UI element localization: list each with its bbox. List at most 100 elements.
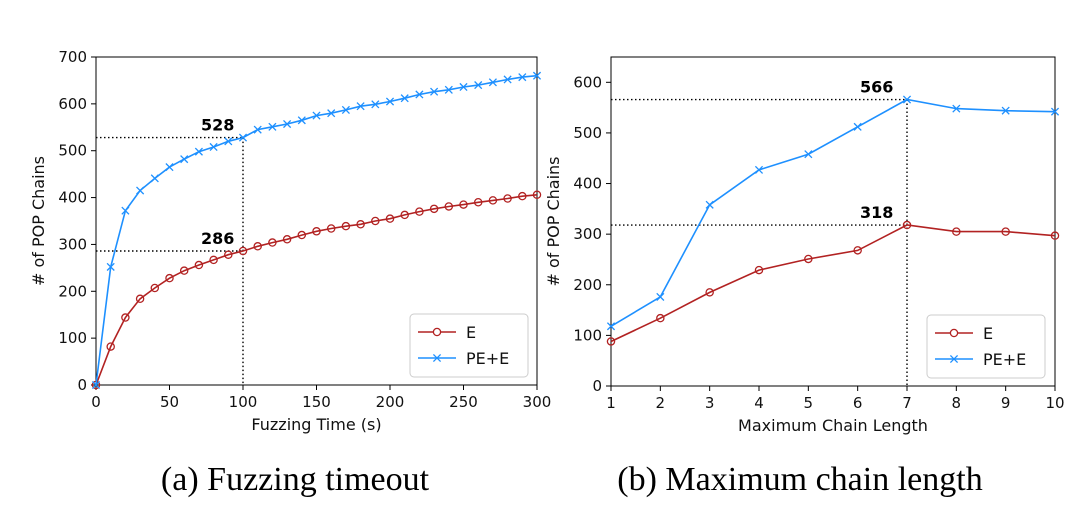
data-point (532, 71, 542, 80)
data-point-stroke (385, 97, 395, 106)
data-point (253, 125, 262, 134)
data-point-stroke (415, 90, 424, 99)
data-point-stroke (268, 122, 277, 131)
data-point (341, 105, 350, 115)
x-tick-label: 200 (376, 393, 405, 411)
x-axis-label: Fuzzing Time (s) (251, 415, 381, 434)
data-point (326, 224, 336, 233)
data-point-stroke (283, 119, 292, 129)
data-point-stroke (902, 95, 912, 104)
data-point (356, 102, 365, 111)
data-point (488, 196, 498, 205)
data-point (488, 78, 497, 87)
y-tick-label: 300 (58, 235, 87, 253)
x-tick-label: 250 (449, 393, 478, 411)
data-point (430, 87, 439, 96)
data-point-stroke (341, 105, 350, 115)
data-point-stroke (459, 82, 468, 92)
data-point (459, 200, 468, 209)
x-tick-label: 9 (1001, 394, 1011, 412)
data-point (804, 254, 813, 264)
y-tick-label: 200 (58, 282, 87, 300)
data-point (385, 214, 395, 223)
data-point (606, 337, 616, 346)
y-axis-label: # of POP Chains (544, 156, 563, 286)
legend-label: PE+E (983, 350, 1026, 369)
data-point (902, 95, 912, 104)
y-tick-label: 500 (573, 124, 602, 142)
legend-label: E (466, 323, 476, 342)
data-point (606, 322, 616, 331)
data-point (459, 82, 468, 92)
data-point (180, 155, 189, 164)
data-point (415, 207, 424, 216)
data-point (106, 342, 115, 351)
y-tick-label: 400 (573, 175, 602, 193)
y-tick-label: 600 (58, 95, 87, 113)
data-point (209, 255, 218, 265)
legend-label: E (983, 324, 993, 343)
data-point (1001, 106, 1010, 115)
data-point-stroke (804, 150, 813, 159)
y-tick-label: 100 (573, 326, 602, 344)
data-point (518, 191, 527, 201)
data-point (106, 262, 115, 271)
data-point (136, 186, 145, 195)
data-point (356, 220, 365, 229)
data-point (179, 266, 189, 275)
data-point (194, 147, 203, 156)
data-point-stroke (1050, 107, 1060, 116)
data-point (705, 200, 714, 209)
x-axis-label: Maximum Chain Length (738, 416, 928, 435)
data-point (705, 288, 714, 297)
y-tick-label: 400 (58, 189, 87, 207)
data-point-stroke (312, 111, 321, 120)
data-point (474, 81, 483, 90)
y-tick-label: 0 (592, 377, 602, 395)
data-point-stroke (371, 100, 380, 109)
x-tick-label: 50 (160, 393, 179, 411)
legend-marker (949, 354, 959, 364)
y-axis-label: # of POP Chains (29, 156, 48, 286)
data-point (268, 122, 277, 131)
data-point (532, 190, 542, 200)
subfigure-caption: (b) Maximum chain length (617, 461, 982, 498)
series-line-e (610, 224, 1056, 343)
data-point (656, 292, 665, 301)
data-point (952, 227, 961, 236)
data-point-stroke (224, 137, 233, 146)
data-point-stroke (853, 122, 862, 131)
data-point-stroke (106, 262, 115, 271)
data-point (804, 150, 813, 159)
data-point (194, 260, 204, 270)
annotation-label: 318 (860, 203, 893, 222)
data-point-stroke (400, 94, 409, 103)
data-point-stroke (297, 116, 306, 125)
legend-marker (432, 353, 442, 363)
legend-label: PE+E (466, 349, 509, 368)
data-point (238, 246, 248, 256)
y-tick-label: 500 (58, 142, 87, 160)
data-point (165, 273, 174, 283)
annotation-label: 286 (201, 229, 234, 248)
data-point-stroke (327, 109, 336, 118)
legend-marker (949, 328, 959, 338)
data-point-stroke (503, 75, 512, 84)
x-tick-label: 3 (705, 394, 715, 412)
data-point-stroke (180, 155, 189, 164)
data-point (371, 216, 380, 226)
data-point (1001, 227, 1010, 236)
data-point (121, 206, 130, 215)
y-tick-label: 700 (58, 48, 87, 66)
data-point-stroke (474, 81, 483, 90)
data-point (902, 220, 912, 230)
data-point (135, 294, 145, 304)
data-point (150, 283, 160, 293)
x-tick-label: 10 (1045, 394, 1064, 412)
data-point (415, 90, 424, 99)
data-point-stroke (356, 102, 365, 111)
data-point-stroke (209, 142, 218, 152)
data-point (754, 265, 764, 275)
data-point-stroke (656, 292, 665, 301)
data-point (385, 97, 395, 106)
